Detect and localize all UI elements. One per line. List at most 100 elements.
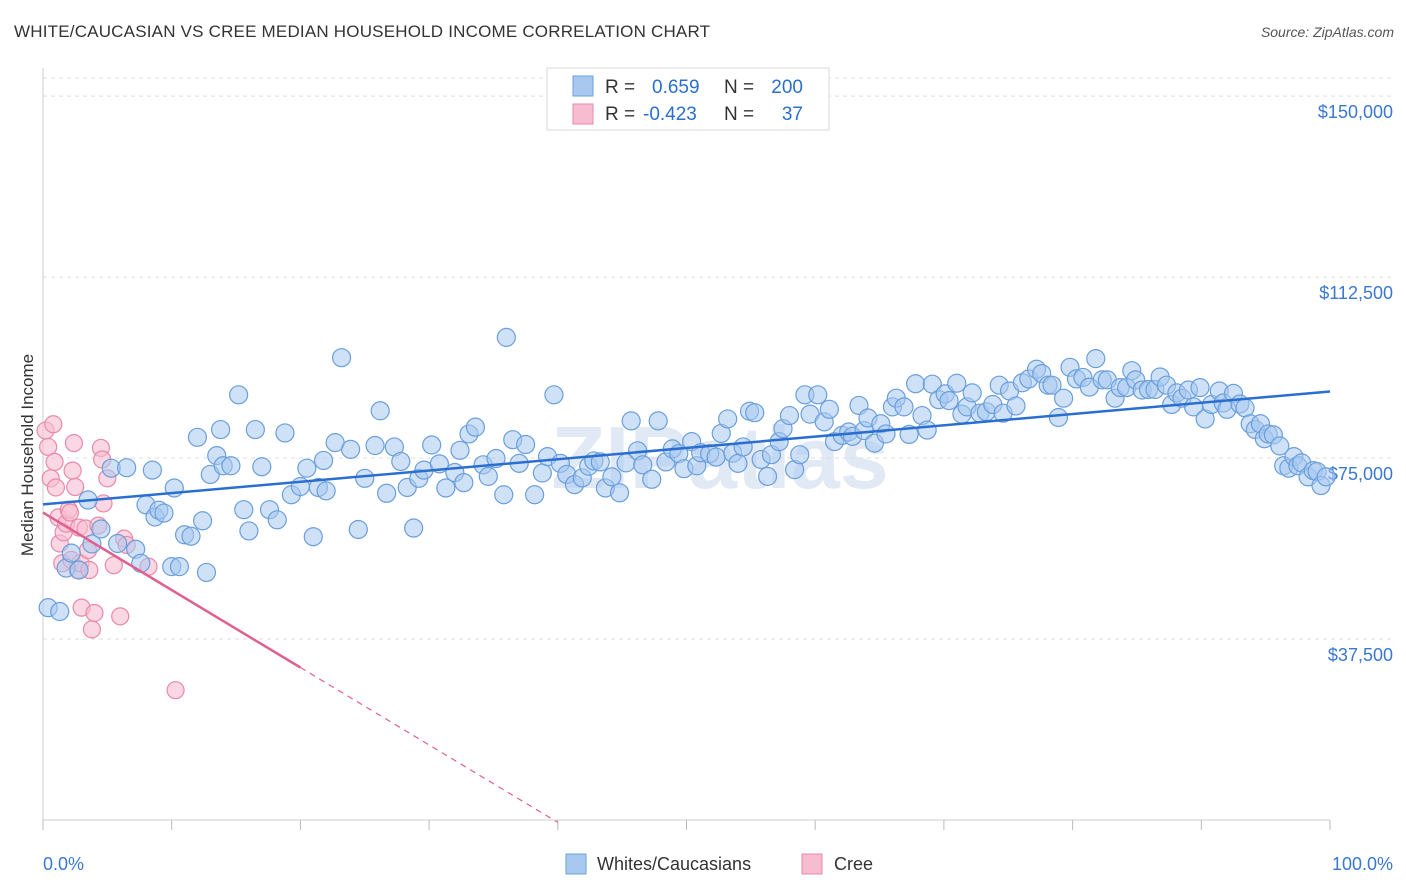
- whites-point: [733, 437, 753, 457]
- cree-point: [44, 415, 63, 434]
- cree-point: [45, 452, 64, 472]
- whites-point: [221, 456, 241, 476]
- legend-r-label-1: R =: [605, 104, 635, 125]
- cree-trend-line: [42, 511, 302, 669]
- cree-points: [36, 415, 185, 700]
- whites-point: [648, 411, 668, 431]
- whites-point: [69, 560, 89, 580]
- y-tick-label: $75,000: [1328, 464, 1393, 484]
- cree-point: [64, 433, 83, 453]
- whites-point: [757, 466, 778, 486]
- series-legend-swatch-whites: [565, 853, 587, 875]
- whites-point: [331, 348, 352, 368]
- whites-point: [313, 450, 334, 471]
- whites-point: [192, 511, 213, 531]
- series-legend: Whites/Caucasians Cree: [565, 853, 873, 875]
- whites-point: [718, 409, 738, 429]
- whites-point: [1190, 377, 1210, 398]
- whites-point: [876, 424, 896, 444]
- whites-point: [1006, 396, 1026, 416]
- whites-point: [142, 460, 162, 480]
- legend-r-value-1: -0.423: [643, 104, 697, 125]
- grid-lines: [43, 77, 1393, 640]
- whites-point: [181, 526, 201, 546]
- cree-point: [66, 477, 85, 497]
- whites-point: [590, 452, 610, 472]
- whites-point: [621, 411, 641, 431]
- x-tick-label-max: 100.0%: [1332, 854, 1393, 874]
- legend-r-label-0: R =: [605, 77, 635, 98]
- whites-point: [1048, 407, 1069, 428]
- whites-point: [239, 521, 259, 541]
- whites-point: [905, 374, 926, 394]
- whites-point: [297, 458, 317, 478]
- whites-point: [609, 483, 630, 503]
- source-label: Source: ZipAtlas.com: [1260, 24, 1394, 40]
- whites-point: [478, 466, 498, 486]
- whites-point: [790, 445, 810, 465]
- whites-point: [1053, 388, 1074, 408]
- cree-point: [111, 607, 130, 626]
- whites-point: [196, 562, 217, 583]
- whites-point: [61, 543, 81, 563]
- whites-point: [187, 427, 208, 447]
- whites-point: [494, 485, 514, 505]
- whites-point: [525, 485, 545, 505]
- series-legend-swatch-cree: [801, 853, 823, 875]
- whites-point: [391, 451, 411, 472]
- whites-point: [1042, 375, 1062, 395]
- whites-point: [745, 403, 765, 423]
- whites-point: [316, 481, 336, 501]
- whites-point: [633, 455, 653, 475]
- whites-point: [275, 423, 295, 443]
- whites-point: [169, 557, 190, 577]
- whites-point: [234, 500, 254, 520]
- whites-point: [267, 510, 287, 530]
- cree-point: [104, 556, 123, 575]
- cree-point: [63, 461, 82, 480]
- whites-point: [496, 327, 516, 347]
- whites-point: [917, 420, 937, 440]
- x-tick-label-min: 0.0%: [43, 854, 84, 874]
- y-tick-label: $37,500: [1328, 645, 1393, 665]
- whites-point: [779, 405, 800, 426]
- cree-point: [60, 503, 80, 522]
- whites-point: [947, 373, 967, 393]
- whites-point: [50, 601, 70, 622]
- whites-point: [117, 458, 137, 478]
- whites-point: [245, 419, 265, 440]
- cree-trend-extension: [300, 666, 559, 823]
- cree-point: [39, 437, 58, 457]
- series-legend-label-cree: Cree: [834, 854, 873, 874]
- y-tick-labels: $37,500 $75,000 $112,500 $150,000: [1318, 102, 1393, 665]
- whites-point: [454, 473, 474, 493]
- whites-point: [422, 435, 442, 455]
- whites-point: [211, 419, 231, 440]
- whites-point: [370, 401, 390, 421]
- legend-n-label-1: N =: [724, 104, 754, 125]
- cree-point: [85, 603, 104, 623]
- whites-point: [404, 518, 424, 538]
- whites-point: [808, 385, 828, 405]
- whites-point: [365, 435, 385, 456]
- whites-point: [642, 469, 662, 489]
- legend-n-value-1: 37: [782, 104, 803, 125]
- whites-point: [516, 434, 536, 455]
- whites-point: [602, 467, 622, 487]
- whites-point: [355, 468, 375, 488]
- whites-point: [465, 417, 486, 437]
- whites-point: [1270, 436, 1290, 456]
- legend-n-label-0: N =: [724, 77, 754, 98]
- whites-point: [819, 399, 839, 419]
- whites-point: [131, 553, 151, 573]
- whites-point: [91, 519, 111, 539]
- stats-legend: R = 0.659 N = 200 R = -0.423 N = 37: [546, 67, 830, 131]
- stats-legend-box: [546, 67, 830, 131]
- y-tick-label: $150,000: [1318, 102, 1393, 122]
- whites-point: [154, 503, 174, 523]
- cree-point: [166, 681, 185, 700]
- y-axis-label: Median Household Income: [18, 354, 37, 556]
- stats-legend-swatch-cree: [572, 103, 594, 125]
- whites-point: [436, 478, 456, 498]
- whites-point: [303, 527, 323, 547]
